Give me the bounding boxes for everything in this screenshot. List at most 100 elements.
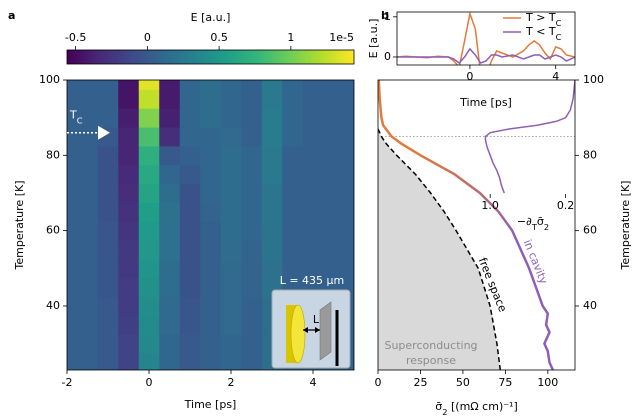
heatmap-cell <box>77 240 99 260</box>
heatmap-cell <box>77 80 99 90</box>
heatmap-cell <box>159 164 181 185</box>
heatmap-cell <box>118 315 140 335</box>
colorbar-tick-label: -0.5 <box>65 31 86 44</box>
superconducting-fill <box>378 128 501 370</box>
heatmap-cell <box>159 221 181 241</box>
heatmap-cell <box>343 183 354 203</box>
y-axis-label: Temperature [K] <box>13 181 26 271</box>
heatmap-cell <box>343 277 354 298</box>
heatmap-cell <box>77 334 99 354</box>
heatmap-cell <box>138 145 160 166</box>
heatmap-cell <box>138 89 160 109</box>
heatmap-cell <box>67 202 78 222</box>
heatmap-cell <box>261 89 283 109</box>
heatmap-cell <box>159 145 181 166</box>
y-tick-label: 1 <box>384 10 391 23</box>
heatmap-cell <box>220 334 242 354</box>
heatmap-cell <box>159 240 181 260</box>
y-tick-label: 80 <box>46 148 60 161</box>
heatmap-cell <box>220 202 242 222</box>
series-line <box>378 80 555 370</box>
heatmap-cell <box>200 315 222 335</box>
heatmap-cell <box>159 296 181 316</box>
heatmap-cell <box>179 164 201 185</box>
fill-label: Superconducting <box>384 339 477 352</box>
heatmap-cell <box>118 183 140 203</box>
heatmap-cell <box>343 145 354 166</box>
heatmap-cell <box>323 202 345 222</box>
heatmap-cell <box>138 240 160 260</box>
heatmap-cell <box>302 108 324 128</box>
colorbar-label: E [a.u.] <box>191 11 231 24</box>
y-tick-label: 40 <box>583 299 597 312</box>
heatmap-cell <box>282 258 304 279</box>
heatmap-cell <box>138 334 160 354</box>
heatmap-cell <box>200 145 222 166</box>
heatmap-cell <box>343 202 354 222</box>
heatmap-cell <box>159 315 181 335</box>
heatmap-cell <box>97 221 119 241</box>
x-tick-label: 50 <box>456 376 470 389</box>
heatmap-cell <box>138 315 160 335</box>
heatmap-cell <box>302 258 324 279</box>
plot-area <box>378 80 575 370</box>
heatmap-cell <box>302 221 324 241</box>
heatmap-cell <box>200 202 222 222</box>
legend-label: T < TC <box>525 25 562 42</box>
colorbar-tick-label: 0.5 <box>210 31 228 44</box>
heatmap-cell <box>343 127 354 147</box>
heatmap-cell <box>138 108 160 128</box>
heatmap-cell <box>343 221 354 241</box>
heatmap-cell <box>77 164 99 185</box>
heatmap-cell <box>323 127 345 147</box>
heatmap-cell <box>138 277 160 298</box>
heatmap-cell <box>138 202 160 222</box>
heatmap-cell <box>179 277 201 298</box>
heatmap-cell <box>67 277 78 298</box>
x-tick-label: 2 <box>228 376 235 389</box>
heatmap-cell <box>282 145 304 166</box>
legend-label: T > TC <box>525 11 562 28</box>
y-axis-label: Temperature [K] <box>619 181 632 271</box>
heatmap-cell <box>97 80 119 90</box>
x-tick-label: 0 <box>466 70 473 83</box>
heatmap-cell <box>97 353 119 370</box>
heatmap-cell <box>138 258 160 279</box>
colorbar-tick-label: 1 <box>287 31 294 44</box>
heatmap-cell <box>179 127 201 147</box>
heatmap-cell <box>67 315 78 335</box>
heatmap-cell <box>179 240 201 260</box>
series-line <box>484 80 575 194</box>
heatmap-cell <box>67 334 78 354</box>
tc-label: TC <box>69 109 83 126</box>
heatmap-cell <box>67 89 78 109</box>
heatmap-cell <box>241 296 263 316</box>
heatmap-cell <box>159 353 181 370</box>
emitter-face <box>290 304 306 364</box>
heatmap-cell <box>179 80 201 90</box>
heatmap-cell <box>343 89 354 109</box>
heatmap-cell <box>302 145 324 166</box>
heatmap-cell <box>97 183 119 203</box>
heatmap-cell <box>200 353 222 370</box>
heatmap-cell <box>77 108 99 128</box>
heatmap-cell <box>179 315 201 335</box>
heatmap-cell <box>220 277 242 298</box>
y-tick-label: 100 <box>39 73 60 86</box>
heatmap-cell <box>343 258 354 279</box>
heatmap-cell <box>261 164 283 185</box>
heatmap-cell <box>282 108 304 128</box>
heatmap-cell <box>138 164 160 185</box>
heatmap-cell <box>179 145 201 166</box>
heatmap-cell <box>220 89 242 109</box>
x-axis-label: Time [ps] <box>184 398 237 411</box>
heatmap-cell <box>159 202 181 222</box>
heatmap-cell <box>343 240 354 260</box>
heatmap-cell <box>200 127 222 147</box>
heatmap-cell <box>343 108 354 128</box>
heatmap-cell <box>77 277 99 298</box>
heatmap-cell <box>220 145 242 166</box>
x2-tick-label: 0.2 <box>557 199 575 212</box>
heatmap-cell <box>97 296 119 316</box>
colorbar <box>66 49 355 65</box>
